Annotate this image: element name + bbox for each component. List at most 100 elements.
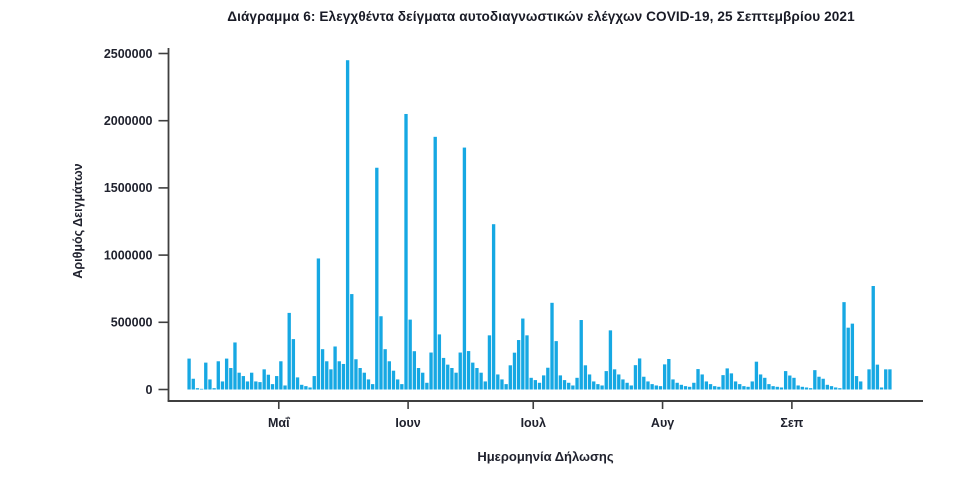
bar bbox=[287, 312, 291, 390]
bar bbox=[637, 358, 642, 390]
bar bbox=[725, 368, 729, 390]
bar bbox=[195, 388, 200, 390]
bar bbox=[658, 386, 663, 390]
x-tick-label: Μαΐ bbox=[268, 416, 290, 430]
bar bbox=[608, 330, 613, 390]
bar bbox=[358, 368, 362, 390]
bar bbox=[783, 371, 788, 390]
bar bbox=[567, 382, 571, 390]
bar bbox=[500, 379, 504, 390]
bar bbox=[675, 382, 679, 390]
bar bbox=[600, 385, 604, 390]
bar bbox=[516, 340, 521, 390]
bar bbox=[713, 386, 717, 390]
bar bbox=[562, 380, 567, 390]
bar bbox=[362, 372, 366, 390]
y-tick-label: 500000 bbox=[111, 316, 153, 330]
bar bbox=[738, 384, 742, 390]
bar bbox=[692, 382, 696, 390]
bar bbox=[821, 378, 825, 390]
bar bbox=[775, 386, 779, 390]
x-tick-label: Ιουλ bbox=[521, 416, 546, 430]
bar bbox=[329, 369, 333, 390]
bar bbox=[700, 374, 704, 390]
bar bbox=[241, 376, 245, 390]
bar bbox=[304, 386, 308, 390]
bar bbox=[846, 327, 850, 390]
bar bbox=[825, 384, 830, 390]
bar bbox=[504, 384, 508, 390]
y-tick-label: 2500000 bbox=[104, 47, 153, 61]
bar bbox=[529, 377, 533, 390]
bar bbox=[817, 376, 821, 390]
bar bbox=[879, 387, 884, 390]
bar bbox=[867, 369, 871, 390]
bar bbox=[345, 60, 350, 390]
bar bbox=[688, 386, 692, 390]
bar bbox=[433, 136, 437, 390]
chart-title: Διάγραμμα 6: Ελεγχθέντα δείγματα αυτοδια… bbox=[227, 9, 855, 24]
bar bbox=[859, 381, 863, 390]
bar bbox=[383, 349, 387, 390]
bar bbox=[650, 384, 654, 390]
bar bbox=[337, 361, 341, 390]
bar bbox=[679, 384, 684, 390]
bar bbox=[375, 167, 379, 390]
bar bbox=[275, 376, 279, 390]
bar bbox=[537, 382, 542, 390]
bar bbox=[283, 385, 287, 390]
bar bbox=[404, 113, 408, 390]
bar bbox=[266, 374, 271, 390]
bar bbox=[295, 377, 300, 390]
x-tick-label: Αυγ bbox=[651, 416, 674, 430]
bar bbox=[596, 384, 600, 390]
bar bbox=[683, 386, 688, 390]
bar bbox=[667, 358, 671, 390]
bar bbox=[199, 388, 204, 390]
bar bbox=[279, 361, 283, 390]
bar bbox=[708, 384, 713, 390]
bar bbox=[400, 384, 404, 390]
bar bbox=[379, 316, 383, 390]
bar bbox=[354, 359, 358, 390]
bar bbox=[767, 384, 771, 390]
bar bbox=[441, 357, 446, 390]
bar bbox=[429, 352, 433, 390]
bar bbox=[475, 368, 479, 390]
bar bbox=[575, 377, 579, 390]
bar bbox=[808, 388, 813, 390]
bar bbox=[571, 385, 575, 390]
bar bbox=[871, 286, 875, 390]
bar bbox=[612, 369, 617, 390]
bar bbox=[458, 352, 462, 390]
bar bbox=[216, 361, 220, 390]
bar bbox=[583, 365, 588, 390]
bar bbox=[491, 224, 496, 390]
bar bbox=[312, 376, 316, 390]
bar bbox=[212, 388, 216, 390]
bar bbox=[254, 381, 258, 390]
bar bbox=[366, 379, 371, 390]
bar bbox=[496, 374, 500, 390]
bar bbox=[834, 387, 838, 390]
bar bbox=[237, 372, 241, 390]
bar bbox=[625, 382, 629, 390]
bar bbox=[262, 369, 266, 390]
bar bbox=[233, 342, 237, 390]
bar bbox=[842, 302, 846, 390]
bar bbox=[525, 335, 529, 390]
bar bbox=[854, 376, 859, 390]
bar bbox=[838, 388, 842, 390]
bar bbox=[425, 382, 429, 390]
bar bbox=[245, 381, 250, 390]
bar bbox=[333, 346, 337, 390]
bar bbox=[558, 375, 563, 390]
bar bbox=[479, 372, 483, 390]
bar bbox=[204, 362, 208, 390]
bar bbox=[633, 365, 638, 390]
bar bbox=[621, 379, 625, 390]
bar bbox=[721, 375, 725, 390]
bar bbox=[850, 323, 855, 390]
bar bbox=[483, 381, 487, 390]
